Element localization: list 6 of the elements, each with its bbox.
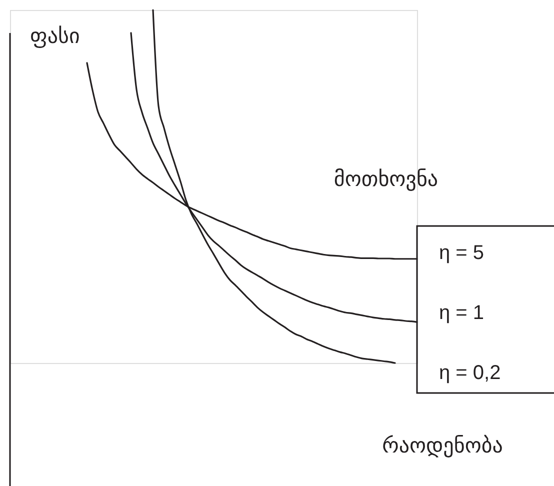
series-label: η = 5 — [439, 242, 484, 264]
text: η = 0,2 — [439, 362, 501, 384]
x-axis-title: რაოდენობა — [382, 434, 503, 458]
annotation: მოთხოვნა — [334, 167, 438, 191]
series-label: η = 1 — [439, 302, 484, 324]
y-axis-title: ფასი — [30, 24, 80, 48]
